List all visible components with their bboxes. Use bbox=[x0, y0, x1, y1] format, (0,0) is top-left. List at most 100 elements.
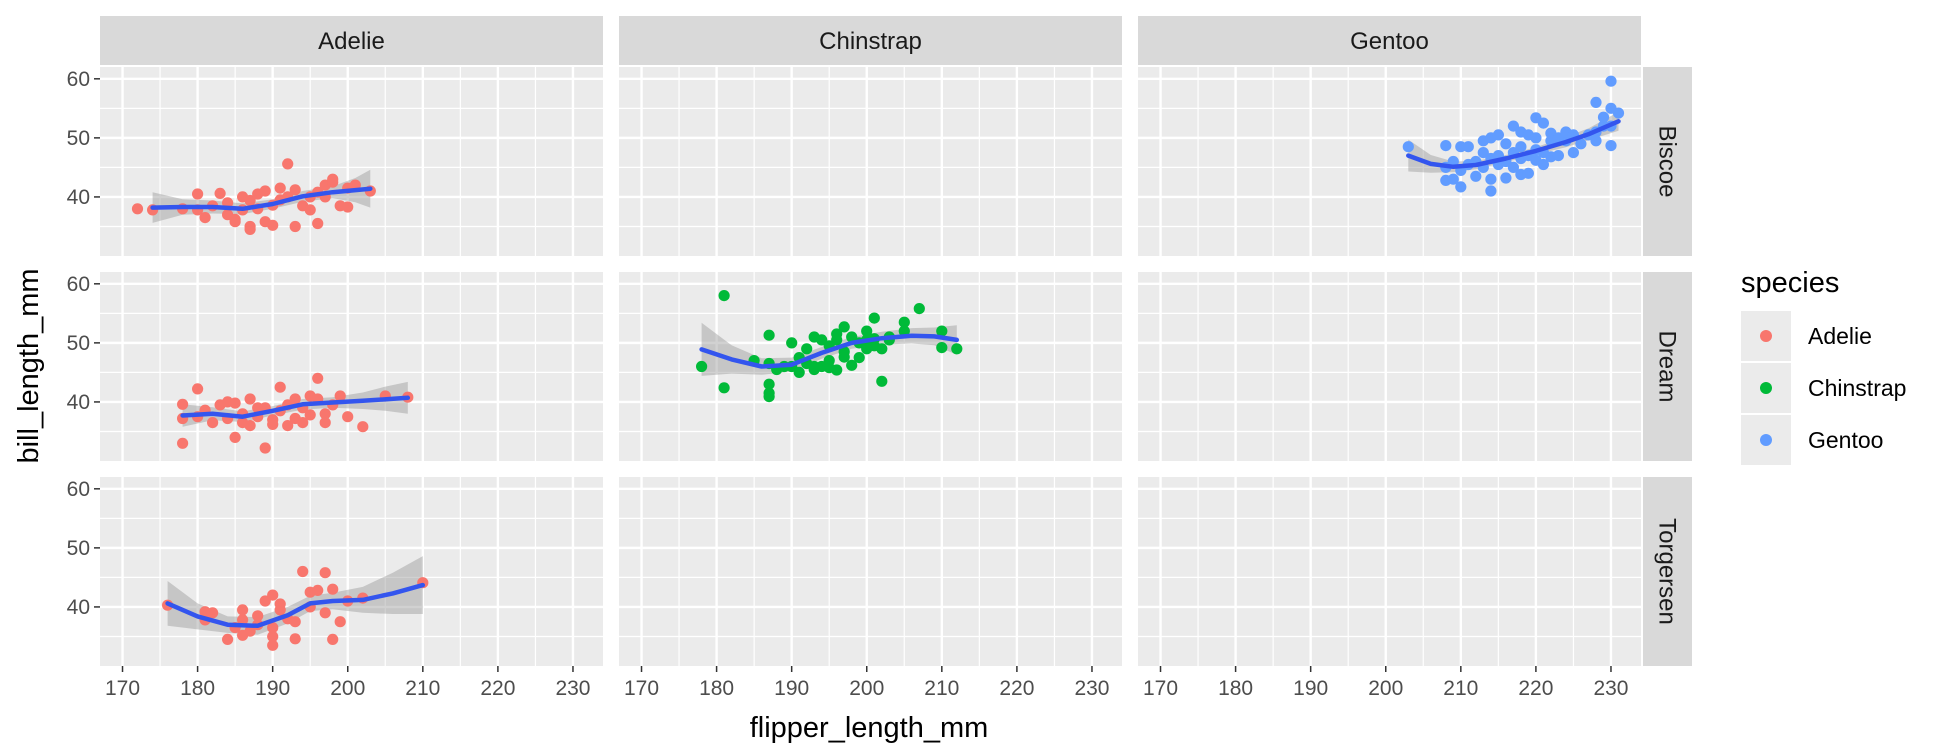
data-point bbox=[267, 622, 279, 634]
data-point bbox=[913, 303, 925, 315]
data-point bbox=[319, 567, 331, 579]
data-point bbox=[229, 216, 241, 228]
panel-adelie-dream bbox=[100, 272, 603, 461]
x-tick-label: 230 bbox=[1593, 677, 1628, 700]
x-tick-label: 200 bbox=[330, 677, 365, 700]
x-tick-label: 220 bbox=[1518, 677, 1553, 700]
data-point bbox=[259, 595, 271, 607]
y-tick-label: 60 bbox=[67, 273, 90, 296]
data-adelie-torgersen bbox=[162, 556, 429, 651]
data-point bbox=[297, 417, 309, 429]
data-point bbox=[274, 598, 286, 610]
data-point bbox=[244, 625, 256, 637]
y-tick-label: 60 bbox=[67, 478, 90, 501]
data-point bbox=[289, 220, 301, 233]
legend-title: species bbox=[1741, 267, 1839, 299]
smooth-line bbox=[150, 186, 373, 212]
panel-background bbox=[1138, 67, 1641, 256]
x-tick-label: 210 bbox=[1443, 677, 1478, 700]
data-point bbox=[319, 408, 331, 420]
data-point bbox=[222, 633, 234, 646]
strip-chinstrap bbox=[619, 16, 1122, 65]
data-adelie-dream bbox=[177, 372, 414, 454]
data-point bbox=[1530, 132, 1542, 144]
strip-label: Gentoo bbox=[1350, 28, 1429, 55]
y-tick-label: 50 bbox=[67, 537, 90, 560]
data-point bbox=[259, 442, 271, 454]
data-point bbox=[319, 607, 331, 619]
data-point bbox=[846, 359, 858, 371]
data-point bbox=[244, 393, 256, 405]
data-point bbox=[229, 431, 241, 443]
data-point bbox=[312, 584, 324, 597]
data-point bbox=[831, 364, 843, 376]
data-point bbox=[244, 420, 256, 432]
legend-key-chinstrap bbox=[1760, 382, 1772, 394]
data-point bbox=[868, 312, 880, 324]
x-tick-label: 190 bbox=[774, 677, 809, 700]
x-tick-label: 180 bbox=[1218, 677, 1253, 700]
panel-gentoo-dream bbox=[1138, 272, 1641, 461]
facet-strips: Adelie Chinstrap Gentoo Biscoe Dream Torgerse… bbox=[100, 16, 1692, 666]
data-point bbox=[342, 201, 354, 213]
panel-adelie-biscoe bbox=[100, 67, 603, 256]
x-tick-label: 220 bbox=[480, 677, 515, 700]
strip-label: Biscoe bbox=[1654, 125, 1681, 197]
data-point bbox=[838, 351, 850, 363]
data-point bbox=[898, 316, 910, 328]
data-point bbox=[1440, 140, 1452, 152]
data-point bbox=[936, 325, 948, 337]
panel-background bbox=[619, 272, 1122, 461]
data-point bbox=[237, 604, 249, 616]
panel-background bbox=[619, 477, 1122, 666]
data-point bbox=[312, 372, 324, 384]
x-tick-label: 180 bbox=[699, 677, 734, 700]
data-point bbox=[1447, 173, 1459, 185]
panel-background bbox=[100, 67, 603, 256]
data-point bbox=[1500, 138, 1512, 150]
data-point bbox=[237, 614, 249, 626]
data-gentoo-biscoe bbox=[1402, 75, 1625, 197]
data-point bbox=[312, 217, 324, 230]
legend-label: Adelie bbox=[1808, 323, 1872, 349]
data-point bbox=[1612, 107, 1625, 119]
data-point bbox=[1455, 181, 1467, 193]
panel-background bbox=[1138, 272, 1641, 461]
data-point bbox=[696, 360, 708, 373]
smooth-line bbox=[1406, 119, 1621, 170]
x-axis-title: flipper_length_mm bbox=[750, 712, 989, 744]
data-adelie-biscoe bbox=[131, 158, 376, 235]
data-point bbox=[831, 328, 843, 340]
data-point bbox=[1605, 75, 1617, 87]
data-point bbox=[718, 382, 730, 394]
panel-gentoo-biscoe bbox=[1138, 67, 1641, 256]
legend: species Adelie Chinstrap Gentoo bbox=[1741, 267, 1906, 465]
data-point bbox=[289, 393, 301, 405]
panel-background bbox=[1138, 477, 1641, 666]
x-tick-label: 210 bbox=[924, 677, 959, 700]
panel-chinstrap-torgersen bbox=[619, 477, 1122, 666]
data-point bbox=[244, 223, 256, 235]
data-point bbox=[838, 321, 850, 333]
x-tick-label: 180 bbox=[180, 677, 215, 700]
data-point bbox=[1470, 170, 1482, 182]
x-tick-label: 190 bbox=[255, 677, 290, 700]
data-point bbox=[1590, 135, 1602, 147]
data-point bbox=[898, 325, 910, 337]
strip-dream bbox=[1643, 272, 1692, 461]
data-point bbox=[192, 383, 204, 395]
data-point bbox=[1507, 120, 1519, 132]
y-axis-title: bill_length_mm bbox=[13, 268, 45, 463]
data-point bbox=[207, 607, 219, 619]
axes-ticks: 40 50 60 40 50 60 40 50 60 170 180 190 200 210 220 230 1… bbox=[67, 68, 1629, 700]
data-point bbox=[259, 185, 271, 197]
y-tick-label: 50 bbox=[67, 332, 90, 355]
data-point bbox=[763, 329, 775, 341]
data-point bbox=[846, 331, 858, 343]
data-point bbox=[267, 630, 279, 643]
data-point bbox=[876, 375, 888, 387]
x-tick-label: 200 bbox=[1368, 677, 1403, 700]
data-point bbox=[876, 343, 888, 355]
data-point bbox=[342, 411, 354, 423]
